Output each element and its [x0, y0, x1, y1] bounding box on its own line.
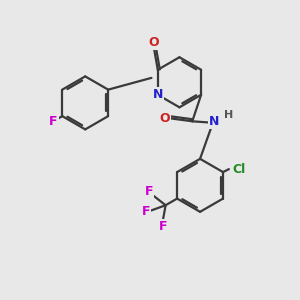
Text: N: N: [153, 88, 163, 101]
Text: O: O: [160, 112, 170, 125]
Text: F: F: [49, 115, 58, 128]
Text: F: F: [142, 205, 150, 218]
Text: H: H: [224, 110, 233, 119]
Text: Cl: Cl: [232, 163, 246, 176]
Text: O: O: [148, 36, 159, 49]
Text: F: F: [145, 185, 153, 198]
Text: F: F: [158, 220, 167, 233]
Text: N: N: [209, 115, 220, 128]
